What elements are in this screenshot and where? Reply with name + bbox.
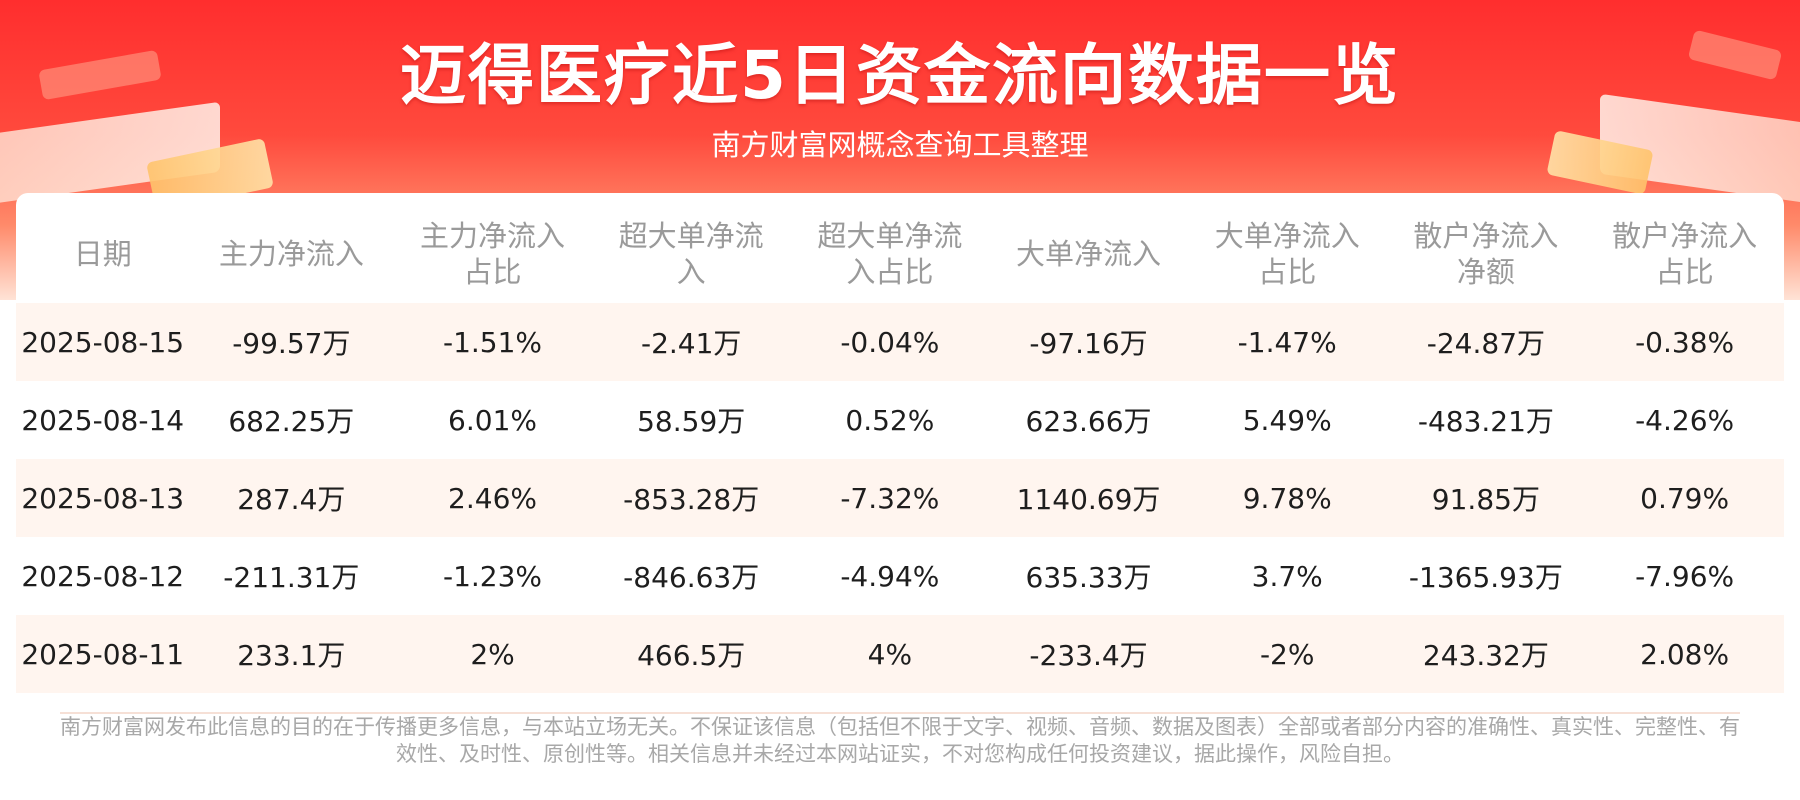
cell-super-ratio: -4.94%	[840, 559, 940, 593]
cell-main-inflow: -211.31万	[223, 561, 360, 594]
cell-retail-inflow: -24.87万	[1426, 327, 1546, 360]
cell-date: 2025-08-14	[21, 403, 185, 437]
cell-retail-ratio: 0.79%	[1640, 481, 1730, 515]
table-row: 2025-08-14 682.25万 6.01% 58.59万 0.52% 62…	[16, 381, 1784, 459]
cell-super-inflow: 58.59万	[637, 405, 746, 438]
cell-retail-inflow: -483.21万	[1417, 405, 1554, 438]
column-header-main-ratio: 主力净流入占比	[420, 219, 566, 289]
cell-super-ratio: -0.04%	[840, 325, 940, 359]
cell-super-inflow: -2.41万	[640, 327, 742, 360]
cell-retail-ratio: -4.26%	[1635, 403, 1735, 437]
table-row: 2025-08-15 -99.57万 -1.51% -2.41万 -0.04% …	[16, 303, 1784, 381]
column-header-large-ratio: 大单净流入占比	[1214, 219, 1360, 289]
table-row: 2025-08-11 233.1万 2% 466.5万 4% -233.4万 -…	[16, 615, 1784, 693]
cell-main-ratio: 6.01%	[448, 403, 537, 437]
cell-large-ratio: -1.47%	[1237, 325, 1337, 359]
cell-date: 2025-08-13	[21, 481, 185, 515]
cell-large-ratio: 5.49%	[1242, 403, 1332, 437]
cell-retail-inflow: 91.85万	[1431, 483, 1540, 516]
column-header-retail-ratio: 散户净流入占比	[1612, 219, 1758, 289]
page-subtitle: 南方财富网概念查询工具整理	[711, 128, 1089, 162]
cell-date: 2025-08-15	[21, 325, 185, 359]
column-header-retail-inflow: 散户净流入净额	[1413, 219, 1559, 289]
cell-large-ratio: 3.7%	[1251, 559, 1323, 593]
cell-super-inflow: -846.63万	[623, 561, 760, 594]
column-header-super-ratio: 超大单净流入占比	[817, 219, 963, 289]
disclaimer-text: 南方财富网发布此信息的目的在于传播更多信息，与本站立场无关。不保证该信息（包括但…	[60, 712, 1740, 768]
table-header-row: 日期 主力净流入 主力净流入占比 超大单净流入 超大单净流入占比 大单净流入 大…	[16, 205, 1784, 303]
cell-main-ratio: 2.46%	[448, 481, 537, 515]
cell-large-inflow: 623.66万	[1025, 405, 1152, 438]
cell-super-inflow: -853.28万	[623, 483, 760, 516]
table-row: 2025-08-12 -211.31万 -1.23% -846.63万 -4.9…	[16, 537, 1784, 615]
cell-date: 2025-08-12	[21, 559, 185, 593]
cell-large-inflow: -233.4万	[1029, 639, 1148, 672]
cell-retail-ratio: 2.08%	[1640, 637, 1730, 671]
cell-super-ratio: -7.32%	[840, 481, 940, 515]
column-header-large-inflow: 大单净流入	[1016, 237, 1162, 271]
cell-main-inflow: 682.25万	[228, 405, 355, 438]
cell-main-inflow: -99.57万	[232, 327, 351, 360]
cell-super-inflow: 466.5万	[637, 639, 746, 672]
column-header-super-inflow: 超大单净流入	[618, 219, 764, 289]
cell-main-ratio: -1.23%	[442, 559, 543, 593]
cell-retail-inflow: 243.32万	[1422, 639, 1549, 672]
cell-large-inflow: 635.33万	[1025, 561, 1152, 594]
cell-main-ratio: -1.51%	[442, 325, 543, 359]
cell-date: 2025-08-11	[21, 637, 185, 671]
cell-main-inflow: 233.1万	[237, 639, 346, 672]
cell-retail-inflow: -1365.93万	[1408, 561, 1563, 594]
fund-flow-table: 日期 主力净流入 主力净流入占比 超大单净流入 超大单净流入占比 大单净流入 大…	[16, 205, 1784, 693]
table-card	[16, 193, 1784, 693]
cell-large-ratio: -2%	[1259, 637, 1315, 671]
page-title: 迈得医疗近5日资金流向数据一览	[400, 37, 1400, 114]
cell-main-inflow: 287.4万	[237, 483, 346, 516]
cell-large-inflow: 1140.69万	[1016, 483, 1161, 516]
column-header-main-inflow: 主力净流入	[218, 237, 364, 271]
cell-super-ratio: 4%	[867, 637, 913, 671]
cell-retail-ratio: -0.38%	[1635, 325, 1735, 359]
column-header-date: 日期	[73, 237, 132, 271]
cell-super-ratio: 0.52%	[845, 403, 935, 437]
cell-large-inflow: -97.16万	[1029, 327, 1148, 360]
table-row: 2025-08-13 287.4万 2.46% -853.28万 -7.32% …	[16, 459, 1784, 537]
cell-large-ratio: 9.78%	[1242, 481, 1332, 515]
cell-main-ratio: 2%	[470, 637, 515, 671]
cell-retail-ratio: -7.96%	[1635, 559, 1735, 593]
